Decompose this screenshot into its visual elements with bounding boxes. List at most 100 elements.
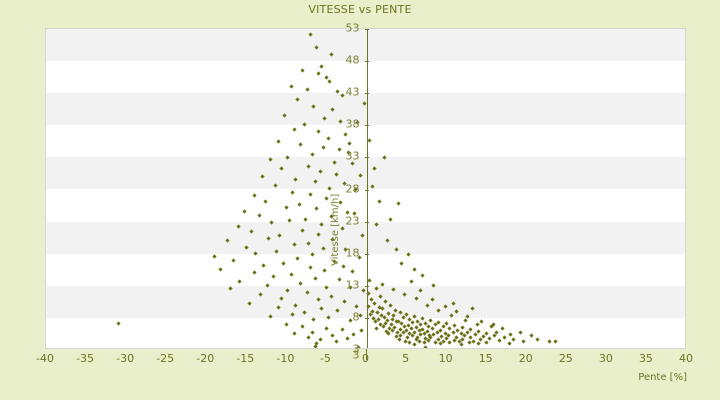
data-point <box>377 198 382 204</box>
data-point <box>252 193 257 199</box>
data-point <box>476 341 481 346</box>
data-point <box>325 136 331 141</box>
data-point <box>463 318 468 323</box>
data-point <box>415 318 420 324</box>
y-axis-tick <box>364 125 369 127</box>
data-point <box>401 329 406 335</box>
data-point <box>317 337 323 342</box>
data-point <box>489 324 494 329</box>
data-point <box>441 324 446 329</box>
y-tick-label: 18 <box>345 246 360 260</box>
data-point <box>330 333 335 338</box>
data-point <box>314 341 319 346</box>
x-tick-label: 10 <box>438 352 453 365</box>
x-tick-label: 15 <box>478 352 493 365</box>
data-point <box>298 281 303 286</box>
data-point <box>438 327 443 333</box>
data-point <box>484 331 489 336</box>
data-point <box>481 334 486 339</box>
data-point <box>306 335 311 340</box>
data-point <box>324 326 329 331</box>
data-point <box>426 324 432 329</box>
data-point <box>303 216 308 222</box>
data-point <box>231 257 236 263</box>
data-point <box>428 335 433 340</box>
data-point <box>263 198 268 204</box>
data-point <box>417 339 422 344</box>
data-point <box>321 145 326 150</box>
data-point <box>367 138 372 143</box>
data-point <box>428 318 433 323</box>
data-point <box>553 338 558 344</box>
x-tick-label: -15 <box>236 352 255 365</box>
data-point <box>398 333 404 338</box>
data-point <box>487 336 493 341</box>
data-point <box>529 333 534 338</box>
data-point <box>397 336 402 342</box>
data-point <box>410 320 416 325</box>
x-tick-label: 35 <box>638 352 653 365</box>
y-axis-tick <box>364 189 369 191</box>
x-tick-label: 5 <box>402 352 410 365</box>
data-point <box>506 341 512 346</box>
data-point <box>465 330 470 335</box>
data-point <box>521 339 526 344</box>
data-point <box>473 332 478 337</box>
data-point <box>313 275 318 281</box>
data-point <box>442 331 448 336</box>
data-point <box>292 127 297 132</box>
data-point <box>394 334 399 339</box>
data-point <box>439 334 444 339</box>
data-point <box>345 336 350 341</box>
y-axis-tick <box>364 253 369 255</box>
data-point <box>474 322 480 327</box>
data-point <box>313 344 318 348</box>
data-point <box>314 206 319 211</box>
y-tick-label: 13 <box>345 278 360 292</box>
data-point <box>420 327 425 332</box>
data-point <box>460 336 465 342</box>
data-point <box>454 335 459 340</box>
data-point <box>297 202 302 208</box>
data-point <box>398 327 403 332</box>
data-point <box>466 340 472 346</box>
data-point <box>385 318 390 323</box>
data-point <box>407 340 412 345</box>
data-point <box>389 322 394 328</box>
data-point <box>409 326 414 331</box>
data-point <box>309 152 315 157</box>
grid-band <box>46 93 685 126</box>
x-tick-label: 20 <box>518 352 533 365</box>
data-point <box>452 323 457 328</box>
data-point <box>387 326 392 331</box>
data-point <box>502 335 507 340</box>
data-point <box>414 325 419 330</box>
y-tick-label: 38 <box>345 117 360 131</box>
data-point <box>305 87 310 92</box>
data-point <box>494 329 499 335</box>
y-tick-label: 3 <box>352 348 360 362</box>
plot-area <box>45 28 686 349</box>
data-point <box>417 327 422 333</box>
data-point <box>290 189 295 195</box>
data-point <box>436 320 441 325</box>
data-point <box>284 205 289 210</box>
data-point <box>410 333 415 338</box>
data-point <box>394 319 400 324</box>
data-point <box>418 322 424 327</box>
data-point <box>423 320 428 326</box>
x-tick-label: 25 <box>558 352 573 365</box>
data-point <box>415 335 420 340</box>
data-point <box>300 68 305 73</box>
data-point <box>500 326 505 331</box>
x-tick-label: -10 <box>276 352 295 365</box>
x-tick-label: 40 <box>679 352 693 365</box>
data-point <box>471 338 476 344</box>
data-point <box>308 192 313 197</box>
data-point <box>433 340 438 345</box>
data-point <box>327 79 332 84</box>
data-point <box>396 318 401 324</box>
data-point <box>423 336 428 341</box>
data-point <box>436 337 441 342</box>
